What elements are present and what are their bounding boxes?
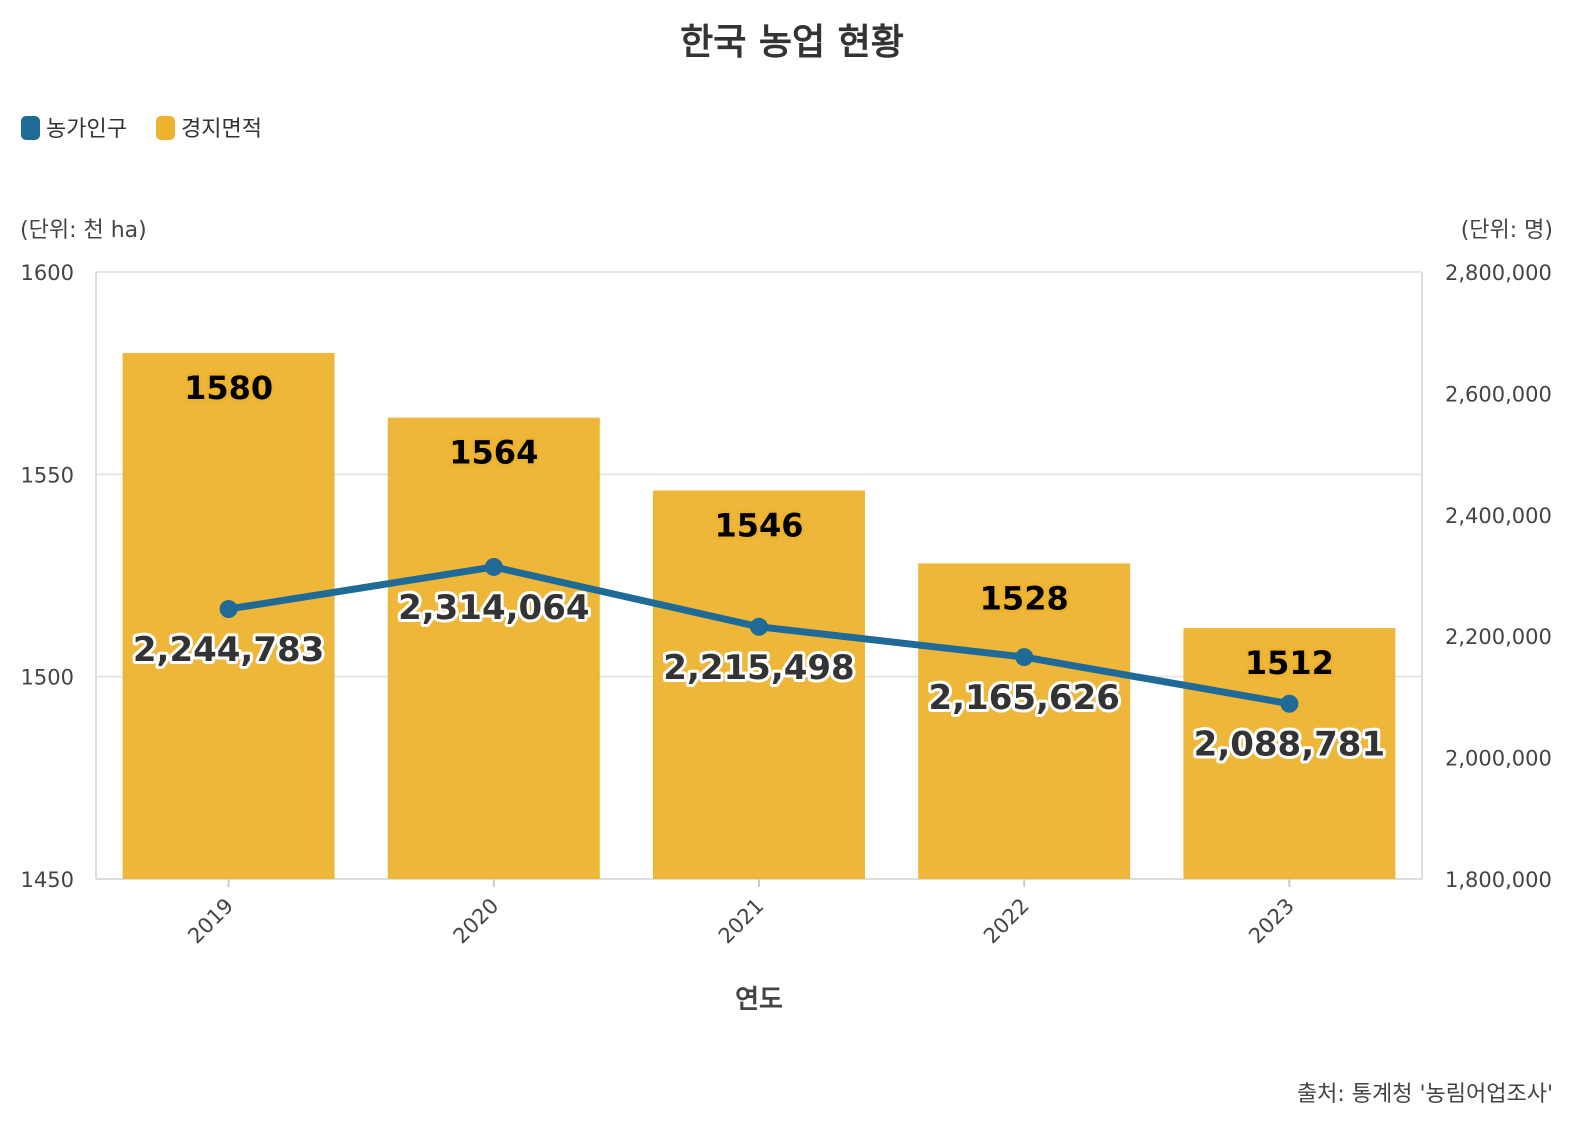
- bar-label-2022: 1528: [980, 579, 1069, 617]
- left-tick-label-1550: 1550: [21, 463, 74, 487]
- right-tick-label-1: 2,000,000: [1445, 747, 1552, 771]
- bars: [122, 352, 1396, 879]
- left-tick-label-1450: 1450: [21, 868, 74, 892]
- bar-label-2021: 1546: [714, 507, 803, 545]
- legend-swatch-cultivated-area: [156, 116, 175, 140]
- right-tick-label-2: 2,200,000: [1445, 625, 1552, 649]
- left-tick-label-1500: 1500: [21, 666, 74, 690]
- source-note: 출처: 통계청 '농림어업조사': [1297, 1082, 1553, 1107]
- point-2021: [750, 617, 768, 636]
- chart-title: 한국 농업 현황: [680, 22, 904, 63]
- legend-item-farm-population[interactable]: 농가인구: [21, 116, 127, 142]
- left-axis-unit: (단위: 천 ha): [20, 218, 147, 243]
- x-tick-label-2021: 2021: [714, 894, 769, 949]
- legend-item-cultivated-area[interactable]: 경지면적: [156, 116, 262, 142]
- point-2023: [1280, 694, 1299, 713]
- bar-2021: [653, 490, 865, 879]
- x-tick-label-2023: 2023: [1244, 894, 1299, 949]
- point-2022: [1015, 648, 1034, 667]
- bar-2020: [387, 417, 600, 879]
- x-tick-label-2022: 2022: [979, 894, 1034, 949]
- point-2019: [219, 600, 238, 619]
- legend: 농가인구 경지면적: [21, 116, 262, 142]
- right-axis-unit: (단위: 명): [1461, 218, 1553, 243]
- x-tick-label-2019: 2019: [183, 894, 238, 949]
- x-axis-title: 연도: [735, 985, 783, 1015]
- legend-swatch-farm-population: [21, 116, 40, 140]
- bar-label-2023: 1512: [1245, 644, 1334, 682]
- point-2020: [484, 557, 503, 576]
- point-label-2022: 2,165,626: [928, 678, 1119, 718]
- right-tick-label-4: 2,600,000: [1445, 382, 1552, 406]
- line-series: [219, 557, 1299, 713]
- left-tick-label-1600: 1600: [21, 261, 74, 285]
- bar-2023: [1183, 628, 1396, 879]
- right-tick-label-3: 2,400,000: [1445, 504, 1552, 528]
- legend-label-cultivated-area: 경지면적: [181, 117, 262, 142]
- bar-label-2020: 1564: [449, 434, 538, 472]
- right-tick-label-5: 2,800,000: [1445, 261, 1552, 285]
- point-label-2023: 2,088,781: [1194, 725, 1385, 765]
- data-labels: 1580 1564 1546 1528 1512 2,244,783 2,314,064 2,…: [130, 366, 1388, 768]
- legend-label-farm-population: 농가인구: [46, 117, 127, 142]
- point-label-2021: 2,215,498: [663, 648, 854, 688]
- point-label-2019: 2,244,783: [133, 630, 324, 670]
- right-tick-label-0: 1,800,000: [1445, 868, 1552, 892]
- bar-label-2019: 1580: [184, 369, 273, 407]
- x-tick-label-2020: 2020: [449, 894, 504, 949]
- point-label-2020: 2,314,064: [398, 588, 589, 628]
- bar-2022: [918, 563, 1131, 879]
